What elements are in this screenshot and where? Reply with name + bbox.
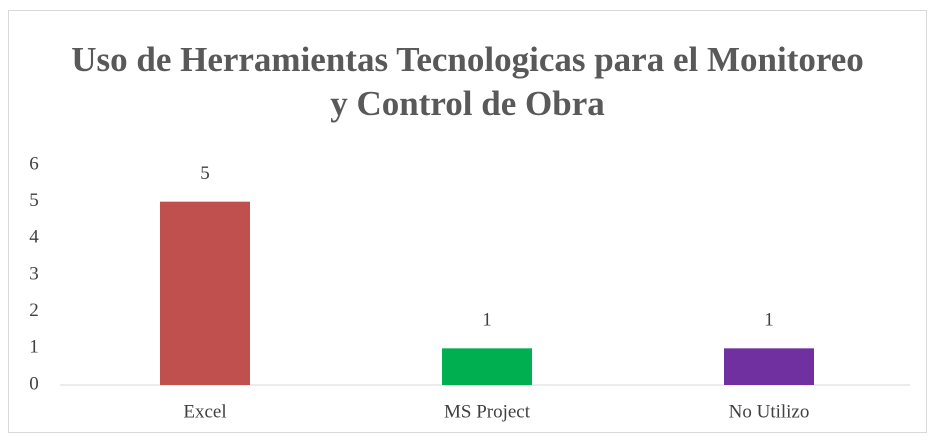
x-tick-label: No Utilizo [729, 401, 810, 422]
bar [160, 201, 250, 385]
chart-title: Uso de Herramientas Tecnologicas para el… [71, 40, 864, 123]
y-tick-label: 5 [29, 190, 39, 211]
y-tick-label: 0 [29, 373, 39, 394]
y-tick-label: 4 [29, 227, 39, 248]
y-tick-label: 1 [29, 337, 39, 358]
bar [442, 348, 532, 385]
value-label: 1 [764, 310, 774, 331]
bar [724, 348, 814, 385]
x-tick-label: MS Project [444, 401, 531, 422]
x-tick-label: Excel [183, 401, 226, 422]
value-label: 1 [482, 310, 492, 331]
value-label: 5 [200, 163, 210, 184]
y-tick-label: 6 [29, 153, 39, 174]
y-tick-label: 3 [29, 263, 39, 284]
y-tick-label: 2 [29, 300, 39, 321]
